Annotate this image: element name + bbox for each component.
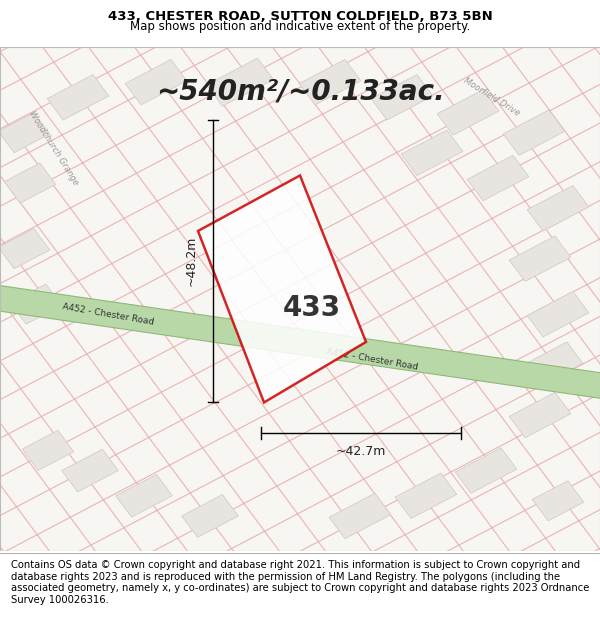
Polygon shape xyxy=(467,155,529,201)
Polygon shape xyxy=(527,291,589,337)
Text: Woodchurch Grange: Woodchurch Grange xyxy=(28,109,80,186)
Text: Map shows position and indicative extent of the property.: Map shows position and indicative extent… xyxy=(130,20,470,32)
Polygon shape xyxy=(0,229,50,269)
Text: 433: 433 xyxy=(283,294,341,322)
Polygon shape xyxy=(206,58,274,106)
Polygon shape xyxy=(401,130,463,176)
Polygon shape xyxy=(509,236,571,281)
Polygon shape xyxy=(509,392,571,438)
Text: 433, CHESTER ROAD, SUTTON COLDFIELD, B73 5BN: 433, CHESTER ROAD, SUTTON COLDFIELD, B73… xyxy=(107,10,493,23)
Polygon shape xyxy=(4,163,56,203)
Polygon shape xyxy=(503,110,565,156)
Polygon shape xyxy=(0,112,50,152)
Polygon shape xyxy=(62,449,118,492)
Polygon shape xyxy=(182,494,238,538)
Text: Contains OS data © Crown copyright and database right 2021. This information is : Contains OS data © Crown copyright and d… xyxy=(11,560,589,605)
Polygon shape xyxy=(299,59,361,105)
Polygon shape xyxy=(198,176,366,402)
Text: ~540m²/~0.133ac.: ~540m²/~0.133ac. xyxy=(155,77,445,105)
Text: A452 - Chester Road: A452 - Chester Road xyxy=(325,348,419,372)
Polygon shape xyxy=(116,474,172,517)
Text: A452 - Chester Road: A452 - Chester Road xyxy=(61,302,155,326)
Polygon shape xyxy=(47,74,109,120)
Polygon shape xyxy=(22,431,74,471)
Polygon shape xyxy=(371,74,433,120)
Polygon shape xyxy=(0,282,600,402)
Polygon shape xyxy=(395,473,457,519)
Polygon shape xyxy=(527,186,589,231)
Polygon shape xyxy=(437,90,499,135)
Polygon shape xyxy=(455,448,517,493)
Text: ~42.7m: ~42.7m xyxy=(336,446,386,458)
Polygon shape xyxy=(10,284,62,324)
Text: Moorfield Drive: Moorfield Drive xyxy=(463,76,521,118)
Polygon shape xyxy=(532,481,584,521)
Polygon shape xyxy=(521,342,583,388)
Text: ~48.2m: ~48.2m xyxy=(185,236,198,286)
Polygon shape xyxy=(125,59,187,105)
Polygon shape xyxy=(329,493,391,539)
